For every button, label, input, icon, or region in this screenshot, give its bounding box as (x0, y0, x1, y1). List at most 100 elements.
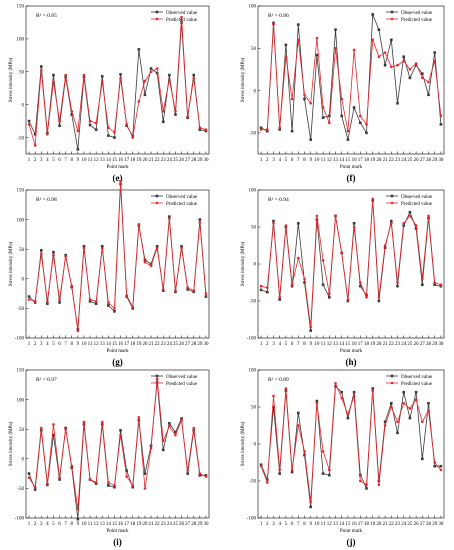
data-point-predicted (365, 123, 368, 126)
x-tick-label: 5 (285, 158, 288, 163)
x-tick-label: 6 (291, 342, 294, 347)
data-point-observed (402, 55, 405, 59)
y-tick-label: 0 (254, 263, 257, 268)
data-point-observed (168, 73, 171, 77)
y-axis-label: Stress intensity (MPa) (241, 421, 246, 466)
x-tick-label: 1 (28, 158, 31, 163)
x-tick-label: 4 (278, 522, 281, 527)
y-axis-label: Stress intensity (MPa) (9, 421, 14, 466)
x-tick-label: 26 (414, 522, 420, 527)
x-tick-label: 6 (58, 342, 61, 347)
data-point-predicted (321, 450, 325, 453)
data-point-predicted (149, 264, 153, 268)
data-point-observed (290, 284, 294, 288)
x-tick-label: 26 (179, 342, 185, 347)
data-point-predicted (149, 446, 153, 450)
series-predicted (27, 179, 208, 333)
data-point-observed (396, 101, 399, 105)
x-tick-label: 1 (28, 522, 31, 527)
data-point-predicted (125, 294, 128, 297)
y-tick-label: 50 (251, 406, 257, 411)
data-point-predicted (303, 277, 306, 281)
y-tick-label: 0 (22, 103, 25, 108)
x-tick-label: 22 (155, 342, 161, 347)
x-axis-label: Point mark (106, 349, 129, 354)
data-point-observed (396, 431, 399, 435)
series-line (28, 381, 206, 520)
x-tick-label: 14 (339, 522, 345, 527)
x-tick-label: 20 (376, 522, 382, 527)
data-point-predicted (421, 76, 424, 80)
y-tick-label: 50 (251, 226, 257, 231)
data-point-predicted (297, 256, 300, 260)
x-tick-label: 14 (106, 522, 112, 527)
data-point-observed (272, 21, 275, 25)
x-tick-label: 4 (46, 158, 49, 163)
data-point-predicted (137, 223, 141, 226)
data-point-observed (383, 420, 387, 424)
x-tick-label: 2 (34, 158, 37, 163)
data-point-predicted (198, 472, 202, 475)
data-point-predicted (371, 197, 375, 201)
x-tick-label: 18 (130, 522, 136, 527)
legend-marker-observed (390, 374, 394, 378)
x-tick-label: 8 (71, 342, 74, 347)
y-tick-label: -50 (249, 132, 256, 137)
x-tick-label: 25 (407, 522, 413, 527)
data-point-observed (321, 472, 325, 475)
data-point-predicted (82, 420, 86, 424)
data-point-predicted (383, 51, 387, 54)
data-point-predicted (52, 80, 55, 83)
data-point-predicted (427, 214, 430, 218)
x-tick-label: 19 (136, 342, 142, 347)
data-point-observed (180, 244, 183, 248)
x-tick-label: 7 (297, 522, 300, 527)
data-point-observed (371, 13, 374, 16)
data-point-predicted (168, 217, 171, 220)
data-point-predicted (346, 129, 350, 133)
data-point-observed (198, 128, 202, 131)
data-point-predicted (352, 225, 356, 229)
panel-caption: (i) (113, 537, 122, 547)
x-tick-label: 2 (266, 158, 269, 163)
data-point-observed (107, 484, 110, 487)
x-tick-label: 14 (339, 158, 345, 163)
x-tick-label: 27 (420, 158, 426, 163)
y-tick-label: -50 (17, 136, 24, 141)
x-tick-label: 25 (173, 158, 179, 163)
data-point-predicted (390, 222, 393, 225)
data-point-observed (408, 210, 412, 214)
x-tick-label: 11 (88, 522, 93, 527)
data-point-predicted (346, 413, 350, 416)
x-tick-label: 26 (414, 342, 420, 347)
data-point-predicted (46, 299, 49, 303)
x-axis-label: Point mark (106, 165, 129, 170)
data-point-observed (371, 387, 374, 390)
data-point-predicted (365, 296, 368, 299)
data-point-predicted (39, 252, 43, 256)
series-line (261, 198, 442, 327)
data-point-observed (390, 402, 393, 405)
data-point-predicted (39, 426, 43, 430)
y-tick-label: 50 (251, 47, 257, 52)
x-tick-label: 23 (161, 342, 167, 347)
data-point-predicted (131, 484, 135, 487)
series-line (28, 181, 207, 331)
data-point-observed (359, 121, 362, 125)
x-tick-label: 28 (426, 522, 432, 527)
series-observed (27, 380, 208, 521)
x-tick-label: 15 (112, 158, 118, 163)
data-point-observed (365, 131, 368, 135)
data-point-predicted (340, 396, 344, 400)
data-point-predicted (297, 38, 300, 42)
data-point-predicted (439, 468, 443, 472)
y-tick-label: -100 (247, 517, 257, 522)
legend-marker-observed (155, 10, 159, 14)
x-tick-label: 18 (364, 158, 370, 163)
x-tick-label: 30 (438, 522, 444, 527)
x-tick-label: 23 (395, 342, 401, 347)
series-predicted (259, 23, 443, 133)
panel-caption: (f) (347, 173, 356, 183)
y-tick-label: -100 (247, 337, 257, 342)
